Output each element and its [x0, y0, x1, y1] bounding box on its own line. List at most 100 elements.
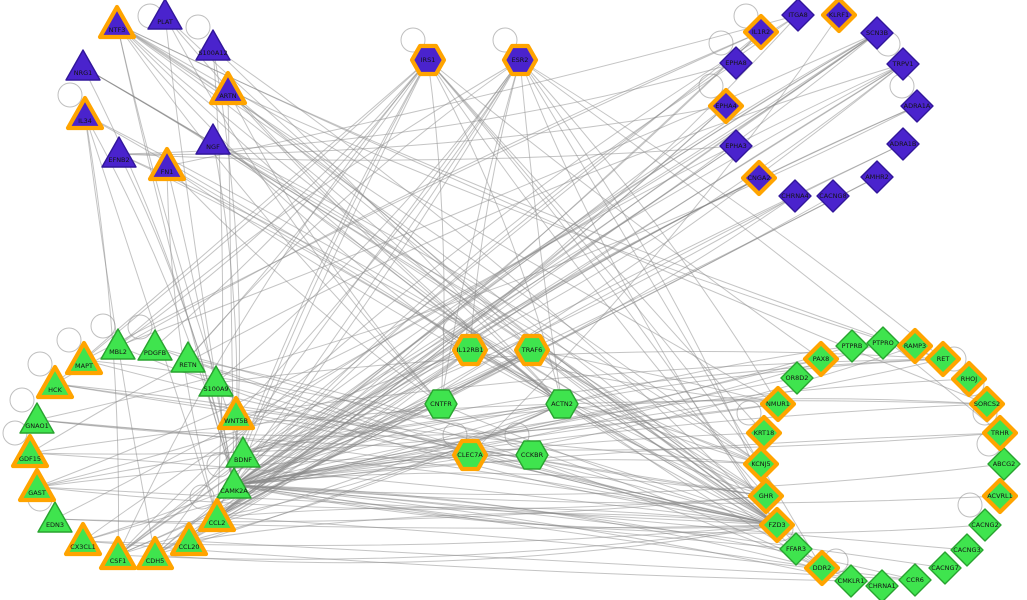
edge-il1r2-mapt[interactable]: [83, 31, 762, 361]
triangle-node-shape[interactable]: [63, 521, 103, 557]
edge-traf6-ddr2[interactable]: [531, 349, 823, 569]
triangle-node-shape[interactable]: [101, 136, 137, 168]
edge-camk2a-fzd3[interactable]: [233, 484, 778, 529]
hexagon-node-shape[interactable]: [515, 440, 549, 470]
node-cckbr[interactable]: CCKBR: [515, 440, 549, 470]
triangle-node-shape[interactable]: [37, 501, 73, 533]
edge-klrf1-clec7a[interactable]: [469, 14, 840, 456]
node-ptprb[interactable]: PTPRB: [835, 329, 869, 363]
edge-cntfr-ccl2[interactable]: [216, 403, 442, 518]
edge-fn1-actn2[interactable]: [166, 165, 563, 405]
edge-bdnf-sorcs2[interactable]: [242, 398, 988, 455]
self-loop-esr2[interactable]: [492, 27, 518, 53]
node-cntfr[interactable]: CNTFR: [424, 389, 458, 419]
edge-actn2-csf1[interactable]: [117, 403, 563, 556]
diamond-node-shape[interactable]: [968, 508, 1002, 542]
self-loop-hck[interactable]: [27, 351, 53, 377]
node-irs1[interactable]: IRS1: [409, 43, 447, 77]
edge-irs1-mapt[interactable]: [83, 59, 429, 361]
edge-fzd3-edn3[interactable]: [54, 518, 778, 529]
diamond-node-shape[interactable]: [886, 127, 920, 161]
edge-il12rb1-ghr[interactable]: [469, 349, 767, 497]
diamond-node-shape[interactable]: [719, 46, 753, 80]
edge-fzd3-hck[interactable]: [54, 383, 778, 526]
triangle-node-shape[interactable]: [98, 535, 138, 571]
diamond-node-shape[interactable]: [987, 447, 1021, 481]
node-gnao1[interactable]: GNAO1: [19, 402, 55, 434]
self-loop-cckbr[interactable]: [504, 422, 530, 448]
node-rhoj[interactable]: RHOJ: [950, 360, 988, 398]
edge-ntf3-kcnj5[interactable]: [116, 23, 762, 465]
edge-fzd3-wnt5b[interactable]: [235, 414, 778, 526]
diamond-node-shape[interactable]: [742, 445, 780, 483]
edge-scn3b-gast[interactable]: [36, 32, 878, 488]
edge-plat-actn2[interactable]: [164, 15, 563, 405]
node-cmklr1[interactable]: CMKLR1: [834, 564, 868, 598]
triangle-node-shape[interactable]: [147, 146, 187, 182]
diamond-node-shape[interactable]: [860, 160, 894, 194]
self-loop-epha4[interactable]: [698, 73, 724, 99]
node-epha3[interactable]: EPHA3: [719, 129, 753, 163]
edge-ngf-actn2[interactable]: [212, 140, 563, 405]
edge-camk2a-pax8[interactable]: [233, 358, 822, 486]
triangle-node-shape[interactable]: [195, 29, 231, 61]
self-loop-il34[interactable]: [57, 82, 83, 108]
self-loop-s100a12[interactable]: [185, 14, 211, 40]
edge-irs1-mbl2[interactable]: [117, 59, 429, 347]
diamond-node-shape[interactable]: [981, 477, 1019, 515]
edge-artn-fzd3[interactable]: [227, 89, 778, 526]
edge-fzd3-csf1[interactable]: [117, 524, 778, 560]
self-loop-ccl2[interactable]: [189, 484, 215, 510]
edge-trpv1-camk2a[interactable]: [233, 63, 904, 486]
edge-epha4-csf1[interactable]: [117, 105, 727, 556]
edge-fn1-camk2a[interactable]: [166, 165, 235, 486]
triangle-node-shape[interactable]: [137, 329, 173, 361]
diamond-node-shape[interactable]: [778, 179, 812, 213]
node-trhr[interactable]: TRHR: [981, 414, 1019, 452]
edge-gast-ghr[interactable]: [36, 486, 767, 510]
edge-esr2-s100a9[interactable]: [215, 59, 521, 384]
node-pax8[interactable]: PAX8: [802, 340, 840, 378]
triangle-node-shape[interactable]: [197, 497, 237, 533]
node-cx3cl1[interactable]: CX3CL1: [63, 521, 103, 557]
edge-epha8-camk2a[interactable]: [233, 62, 737, 486]
triangle-node-shape[interactable]: [170, 341, 206, 373]
edge-fn1-ccl2[interactable]: [166, 165, 218, 518]
edge-fzd3-cdh5[interactable]: [154, 524, 778, 564]
diamond-node-shape[interactable]: [981, 414, 1019, 452]
edge-itga8-csf1[interactable]: [117, 14, 799, 556]
edge-edn3-ghr[interactable]: [54, 495, 767, 523]
node-traf6[interactable]: TRAF6: [513, 333, 551, 367]
edge-actn2-ccl20[interactable]: [188, 403, 563, 542]
hexagon-node-shape[interactable]: [409, 43, 447, 77]
edge-bdnf-ret[interactable]: [242, 358, 944, 455]
diamond-node-shape[interactable]: [896, 327, 934, 365]
edge-camk2a-acvrl1[interactable]: [233, 484, 1001, 504]
edge-ntf3-nmur1[interactable]: [116, 23, 779, 405]
node-sorcs2[interactable]: SORCS2: [968, 385, 1006, 423]
node-ngf[interactable]: NGF: [195, 123, 231, 155]
triangle-node-shape[interactable]: [198, 365, 234, 397]
edge-il1r2-hck[interactable]: [54, 31, 762, 385]
edge-cntfr-bdnf[interactable]: [242, 403, 442, 455]
triangle-node-shape[interactable]: [97, 4, 137, 40]
edge-trpv1-cdh5[interactable]: [154, 63, 904, 556]
diamond-node-shape[interactable]: [781, 0, 815, 32]
triangle-node-shape[interactable]: [35, 364, 75, 400]
edge-camk2a-trhr[interactable]: [233, 432, 1001, 486]
node-adra1b[interactable]: ADRA1B: [886, 127, 920, 161]
diamond-node-shape[interactable]: [820, 0, 858, 34]
node-cdh5[interactable]: CDH5: [135, 535, 175, 571]
triangle-node-shape[interactable]: [65, 95, 105, 131]
node-il34[interactable]: IL34: [65, 95, 105, 131]
edge-itga8-camk2a[interactable]: [233, 14, 799, 486]
edge-fzd3-gdf15[interactable]: [29, 452, 778, 526]
hexagon-node-shape[interactable]: [545, 389, 579, 419]
triangle-node-shape[interactable]: [10, 433, 50, 469]
edge-irs1-hck[interactable]: [54, 59, 429, 385]
node-adra1a[interactable]: ADRA1A: [900, 89, 934, 123]
edge-camk2a-cacng3[interactable]: [233, 484, 968, 551]
diamond-node-shape[interactable]: [898, 563, 932, 597]
diamond-node-shape[interactable]: [865, 569, 899, 600]
self-loop-krt18[interactable]: [736, 400, 762, 426]
